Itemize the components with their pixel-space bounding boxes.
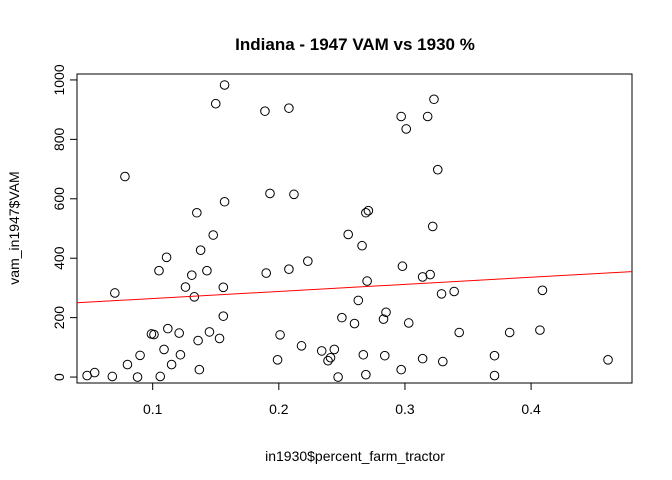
data-point [378,314,389,324]
y-tick-label: 200 [51,306,67,330]
data-point [159,344,169,355]
y-tick-label: 1000 [51,64,67,95]
x-tick-label: 0.4 [521,401,541,417]
data-point [603,355,613,365]
data-point [135,350,145,361]
x-tick-label: 0.1 [143,401,163,417]
data-point [343,229,353,240]
y-tick-label: 600 [51,187,67,211]
data-point [303,256,313,266]
data-point [296,341,307,351]
data-point [396,364,406,375]
data-point [204,327,215,337]
data-point [358,349,369,360]
data-point [432,164,443,175]
data-point [333,372,343,382]
data-point [362,276,372,286]
data-point [403,318,414,328]
data-point [449,286,459,297]
data-point [422,111,433,122]
plot-frame [76,73,633,384]
data-point [174,328,184,338]
data-point [397,261,408,272]
data-point [218,282,229,293]
data-point [425,269,435,280]
y-tick-label: 400 [51,246,67,270]
data-point [132,372,143,382]
y-tick-label: 800 [51,127,67,151]
data-point [122,359,133,370]
data-point [180,282,191,292]
data-point [193,335,203,346]
y-tick-label: 0 [51,373,67,381]
data-point [417,353,428,364]
data-point [210,98,221,109]
x-axis: 0.1 0.2 0.3 0.4 [143,382,541,417]
data-point [361,369,371,380]
data-point [361,207,371,218]
regression-line [76,271,633,304]
chart-title: Indiana - 1947 VAM vs 1930 % [235,35,475,54]
data-point [325,352,336,363]
data-point [429,94,439,105]
data-point [218,311,229,321]
data-point [401,124,412,134]
data-point [208,230,219,240]
data-point [353,295,364,306]
data-point [214,333,225,344]
data-point [363,205,374,216]
data-point [396,111,406,122]
data-point [163,323,173,334]
y-axis-label: vam_in1947$VAM [6,171,22,284]
data-point [437,356,448,367]
data-point [155,371,166,382]
data-point [454,327,464,338]
data-point [284,103,294,113]
x-tick-label: 0.3 [395,401,415,417]
data-point [329,344,340,355]
y-axis: 0 200 400 600 800 1000 [51,64,78,381]
data-point [379,350,390,361]
x-tick-label: 0.2 [269,401,289,417]
data-point [537,285,548,296]
data-point [316,346,327,356]
data-point [202,265,212,276]
data-point [323,355,333,366]
data-point [489,370,500,381]
data-point [357,240,367,251]
data-point [272,355,283,365]
data-point [161,252,172,263]
data-point [107,371,118,382]
data-point [219,196,230,207]
data-point [194,364,205,375]
data-point [195,245,206,255]
data-point [381,307,391,318]
data-point [149,329,159,340]
data-point [192,207,202,218]
data-point [275,330,285,340]
data-points [82,80,613,382]
data-point [120,171,130,182]
data-point [489,350,500,361]
data-point [284,264,294,275]
data-point [427,221,438,232]
data-point [349,318,360,329]
data-point [154,265,164,276]
data-point [89,367,100,378]
data-point [186,270,197,280]
data-point [436,289,447,299]
x-axis-label: in1930$percent_farm_tractor [265,448,445,464]
data-point [265,188,275,199]
data-point [260,106,270,116]
data-point [535,325,545,335]
data-point [175,349,186,360]
data-point [261,268,272,278]
data-point [289,189,299,200]
data-point [166,359,177,370]
data-point [504,327,515,338]
data-point [219,80,230,90]
data-point [110,288,120,298]
data-point [337,312,347,323]
